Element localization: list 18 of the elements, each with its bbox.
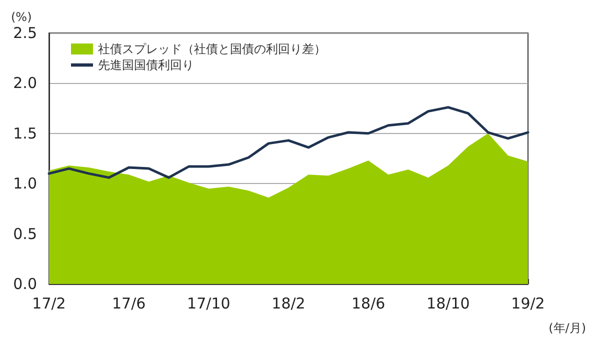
x-tick-label: 18/10 <box>426 294 470 312</box>
x-tick-label: 17/6 <box>112 294 146 312</box>
x-tick-label: 17/10 <box>187 294 230 312</box>
legend-label: 先進国国債利回り <box>98 58 194 72</box>
y-tick-label: 1.5 <box>13 124 37 142</box>
x-axis-title: (年/月) <box>548 321 586 335</box>
y-axis-title: (%) <box>11 10 32 24</box>
y-tick-label: 0.5 <box>13 224 37 243</box>
x-tick-label: 19/2 <box>511 294 545 312</box>
y-tick-label: 0.0 <box>13 275 37 293</box>
line-series <box>48 106 530 179</box>
legend-label: 社債スプレッド（社債と国債の利回り差） <box>98 42 326 56</box>
x-tick-label: 18/2 <box>272 294 306 312</box>
y-tick-label: 2.5 <box>13 24 37 42</box>
y-tick-label: 1.0 <box>13 174 37 193</box>
y-tick-label: 2.0 <box>13 74 37 92</box>
x-tick-label: 17/2 <box>32 294 66 312</box>
x-tick-label: 18/6 <box>351 294 386 312</box>
